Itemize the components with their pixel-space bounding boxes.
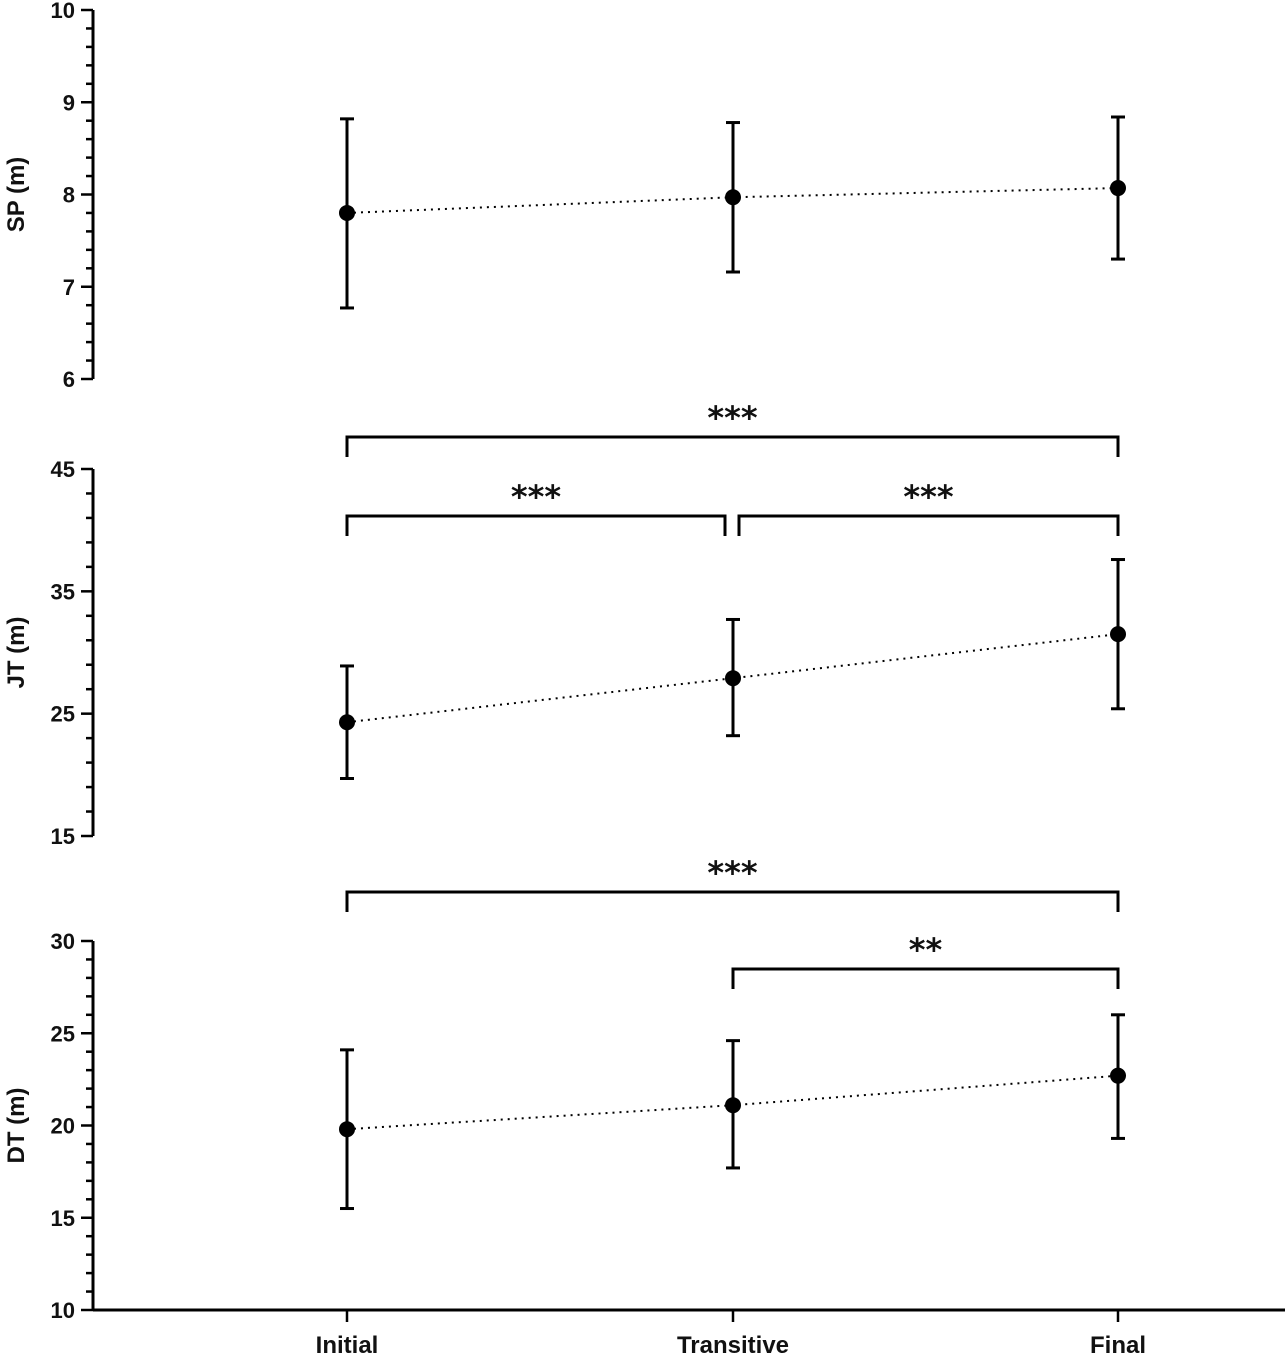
significance-label: ** — [909, 931, 943, 969]
significance-bracket — [345, 435, 1120, 457]
y-tick-label: 7 — [63, 275, 75, 300]
significance-label: *** — [903, 478, 953, 516]
y-tick-label: 25 — [51, 702, 75, 727]
significance-bracket — [731, 967, 1120, 989]
data-point — [725, 1097, 741, 1114]
y-axis-label: JT (m) — [3, 617, 30, 689]
y-tick-label: 10 — [51, 0, 75, 23]
significance-bracket — [737, 514, 1120, 536]
x-tick-label: Transitive — [677, 1332, 789, 1355]
significance-label: *** — [707, 854, 757, 892]
y-tick-label: 20 — [51, 1114, 75, 1139]
significance-label: *** — [511, 478, 561, 516]
y-tick-label: 6 — [63, 367, 75, 392]
x-axis: Initial Transitive Final — [93, 1308, 1285, 1355]
y-tick-label: 35 — [51, 579, 75, 604]
significance-label: *** — [707, 399, 757, 437]
y-tick-label: 10 — [51, 1298, 75, 1323]
data-point — [339, 204, 355, 221]
y-axis-label: SP (m) — [3, 157, 30, 233]
x-tick-label: Final — [1090, 1332, 1146, 1355]
panel-1: 6 7 8 9 10 SP (m) — [3, 0, 1126, 392]
data-point — [725, 189, 741, 206]
data-point — [1110, 626, 1126, 643]
significance-bracket — [345, 514, 727, 536]
x-tick-label: Initial — [316, 1332, 379, 1355]
significance-bracket — [345, 890, 1120, 912]
data-point — [1110, 1067, 1126, 1084]
data-point — [339, 1121, 355, 1138]
data-point — [1110, 180, 1126, 197]
data-point — [339, 714, 355, 731]
y-tick-label: 9 — [63, 90, 75, 115]
y-tick-label: 25 — [51, 1021, 75, 1046]
y-axis-label: DT (m) — [3, 1088, 30, 1164]
y-tick-label: 15 — [51, 1206, 75, 1231]
y-tick-label: 15 — [51, 824, 75, 849]
y-tick-label: 8 — [63, 183, 75, 208]
y-tick-label: 45 — [51, 457, 75, 482]
y-tick-label: 30 — [51, 929, 75, 954]
data-point — [725, 670, 741, 687]
panels-group: 6 7 8 9 10 SP (m) 15 25 35 45 JT (m) *** *** *** 10 15 2… — [3, 0, 1126, 1323]
panel-2: 15 25 35 45 JT (m) *** *** *** — [3, 399, 1126, 849]
